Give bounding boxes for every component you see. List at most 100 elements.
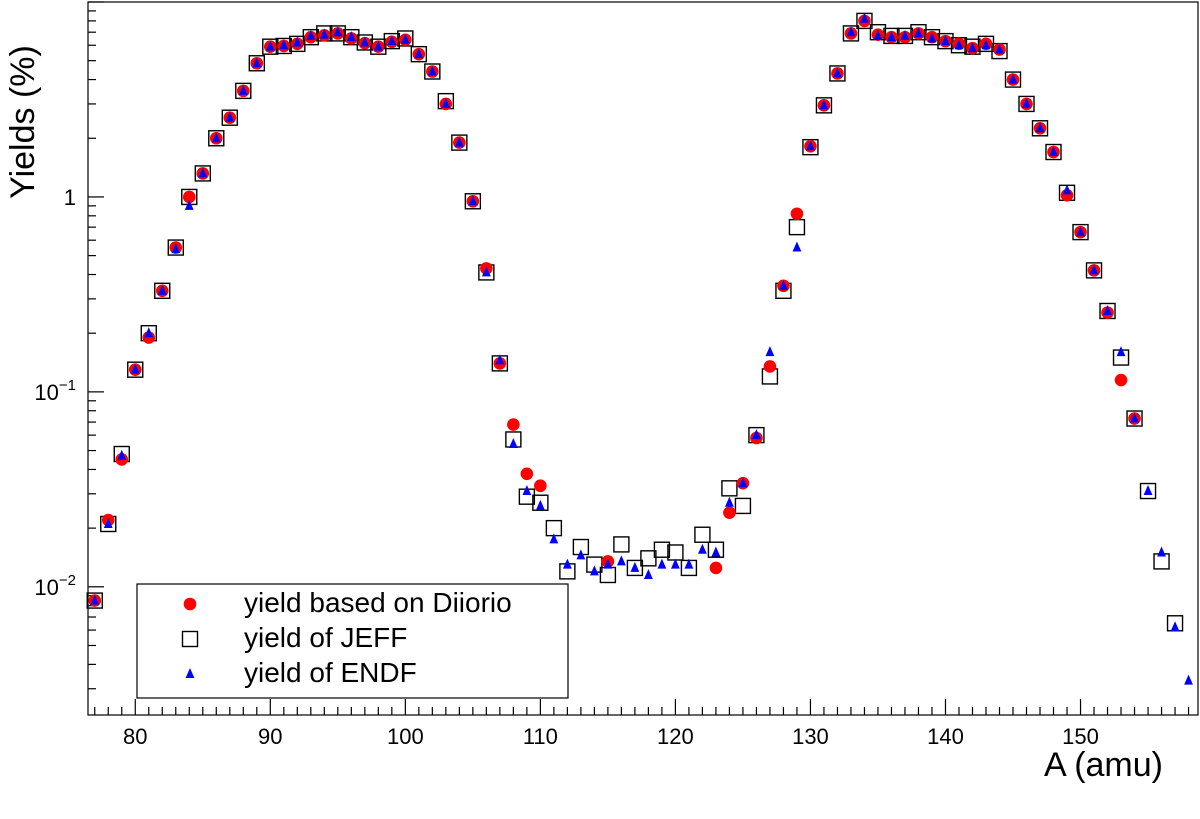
point-diiorio bbox=[534, 479, 547, 493]
legend-marker-endf bbox=[185, 668, 195, 678]
point-jeff bbox=[464, 193, 482, 210]
point-endf bbox=[1170, 621, 1180, 632]
y-tick-label: 10−2 bbox=[34, 572, 76, 600]
point-endf bbox=[1008, 73, 1018, 84]
point-jeff bbox=[721, 480, 738, 497]
point-jeff bbox=[640, 550, 657, 567]
plot-frame bbox=[87, 1, 1199, 716]
point-jeff bbox=[707, 541, 725, 558]
point-diiorio bbox=[1114, 373, 1128, 387]
y-axis-title: Yields (%) bbox=[4, 45, 42, 199]
x-tick-label: 80 bbox=[123, 724, 147, 749]
point-endf bbox=[968, 42, 977, 53]
point-jeff bbox=[86, 592, 103, 609]
point-jeff bbox=[788, 218, 806, 236]
x-tick-label: 150 bbox=[1062, 724, 1099, 749]
y-tick-label: 10−1 bbox=[34, 377, 76, 405]
point-jeff bbox=[289, 35, 306, 53]
point-jeff bbox=[842, 25, 860, 42]
point-jeff bbox=[127, 361, 144, 378]
point-endf bbox=[833, 67, 842, 78]
point-jeff bbox=[1004, 71, 1022, 88]
point-endf bbox=[306, 29, 316, 40]
y-tick-label: 1 bbox=[64, 185, 76, 210]
point-endf bbox=[1062, 184, 1072, 195]
point-jeff bbox=[451, 134, 468, 151]
point-endf bbox=[562, 558, 572, 569]
point-jeff bbox=[221, 109, 238, 126]
point-endf bbox=[468, 195, 478, 206]
point-endf bbox=[535, 499, 545, 510]
point-endf bbox=[589, 565, 599, 576]
point-jeff bbox=[356, 34, 374, 51]
point-endf bbox=[1049, 146, 1058, 157]
point-endf bbox=[644, 568, 653, 579]
point-endf bbox=[1116, 346, 1126, 357]
point-endf bbox=[887, 31, 896, 42]
point-endf bbox=[252, 57, 262, 68]
point-endf bbox=[616, 555, 626, 566]
point-endf bbox=[225, 111, 235, 122]
point-endf bbox=[171, 243, 181, 254]
point-jeff bbox=[829, 65, 846, 82]
point-endf bbox=[1184, 674, 1193, 685]
point-diiorio bbox=[723, 506, 736, 519]
point-endf bbox=[873, 29, 883, 40]
point-endf bbox=[373, 40, 383, 51]
point-diiorio bbox=[763, 360, 777, 373]
point-jeff bbox=[815, 97, 833, 114]
point-endf bbox=[792, 241, 802, 252]
point-endf bbox=[981, 39, 991, 50]
point-endf bbox=[117, 449, 127, 460]
legend-marker-diiorio bbox=[183, 597, 197, 611]
point-endf bbox=[900, 29, 910, 40]
x-axis-title: A (amu) bbox=[1044, 746, 1163, 784]
point-endf bbox=[400, 33, 410, 44]
point-endf bbox=[454, 136, 464, 147]
point-endf bbox=[157, 284, 167, 295]
point-diiorio bbox=[520, 467, 534, 481]
point-jeff bbox=[802, 138, 819, 156]
point-endf bbox=[860, 12, 869, 23]
point-jeff bbox=[248, 55, 265, 72]
axis-ticks: 80 90 100 110 120 130 140 150 10−2 10−1 1 bbox=[34, 1, 1190, 749]
point-diiorio bbox=[790, 207, 804, 221]
point-endf bbox=[752, 429, 761, 440]
point-diiorio bbox=[507, 418, 520, 431]
point-jeff bbox=[667, 544, 684, 561]
point-endf bbox=[698, 543, 707, 554]
point-endf bbox=[1022, 97, 1031, 108]
x-tick-label: 140 bbox=[927, 724, 964, 749]
point-endf bbox=[90, 594, 100, 605]
point-jeff bbox=[1018, 95, 1035, 113]
legend: yield based on Diiorio yield of JEFF yie… bbox=[136, 583, 569, 699]
point-jeff bbox=[734, 497, 752, 515]
point-endf bbox=[292, 36, 302, 47]
point-endf bbox=[333, 26, 343, 37]
point-endf bbox=[603, 558, 613, 569]
point-jeff bbox=[653, 541, 671, 558]
x-tick-label: 100 bbox=[387, 724, 424, 749]
point-endf bbox=[346, 31, 356, 42]
point-endf bbox=[360, 36, 370, 47]
point-jeff bbox=[208, 130, 225, 147]
point-jeff bbox=[154, 282, 171, 299]
point-jeff bbox=[1072, 223, 1089, 241]
x-tick-label: 90 bbox=[258, 724, 282, 749]
point-endf bbox=[522, 485, 532, 496]
point-jeff bbox=[410, 45, 428, 63]
x-tick-label: 110 bbox=[523, 724, 558, 749]
point-diiorio bbox=[709, 561, 723, 575]
point-endf bbox=[508, 438, 518, 449]
point-endf bbox=[441, 97, 451, 108]
point-endf bbox=[1103, 304, 1112, 315]
point-jeff bbox=[923, 28, 941, 46]
point-endf bbox=[765, 346, 775, 357]
point-endf bbox=[279, 39, 289, 50]
legend-label-diiorio: yield based on Diiorio bbox=[244, 587, 512, 618]
point-jeff bbox=[1031, 120, 1049, 137]
point-endf bbox=[319, 28, 329, 39]
point-endf bbox=[806, 140, 815, 151]
point-endf bbox=[549, 533, 559, 544]
